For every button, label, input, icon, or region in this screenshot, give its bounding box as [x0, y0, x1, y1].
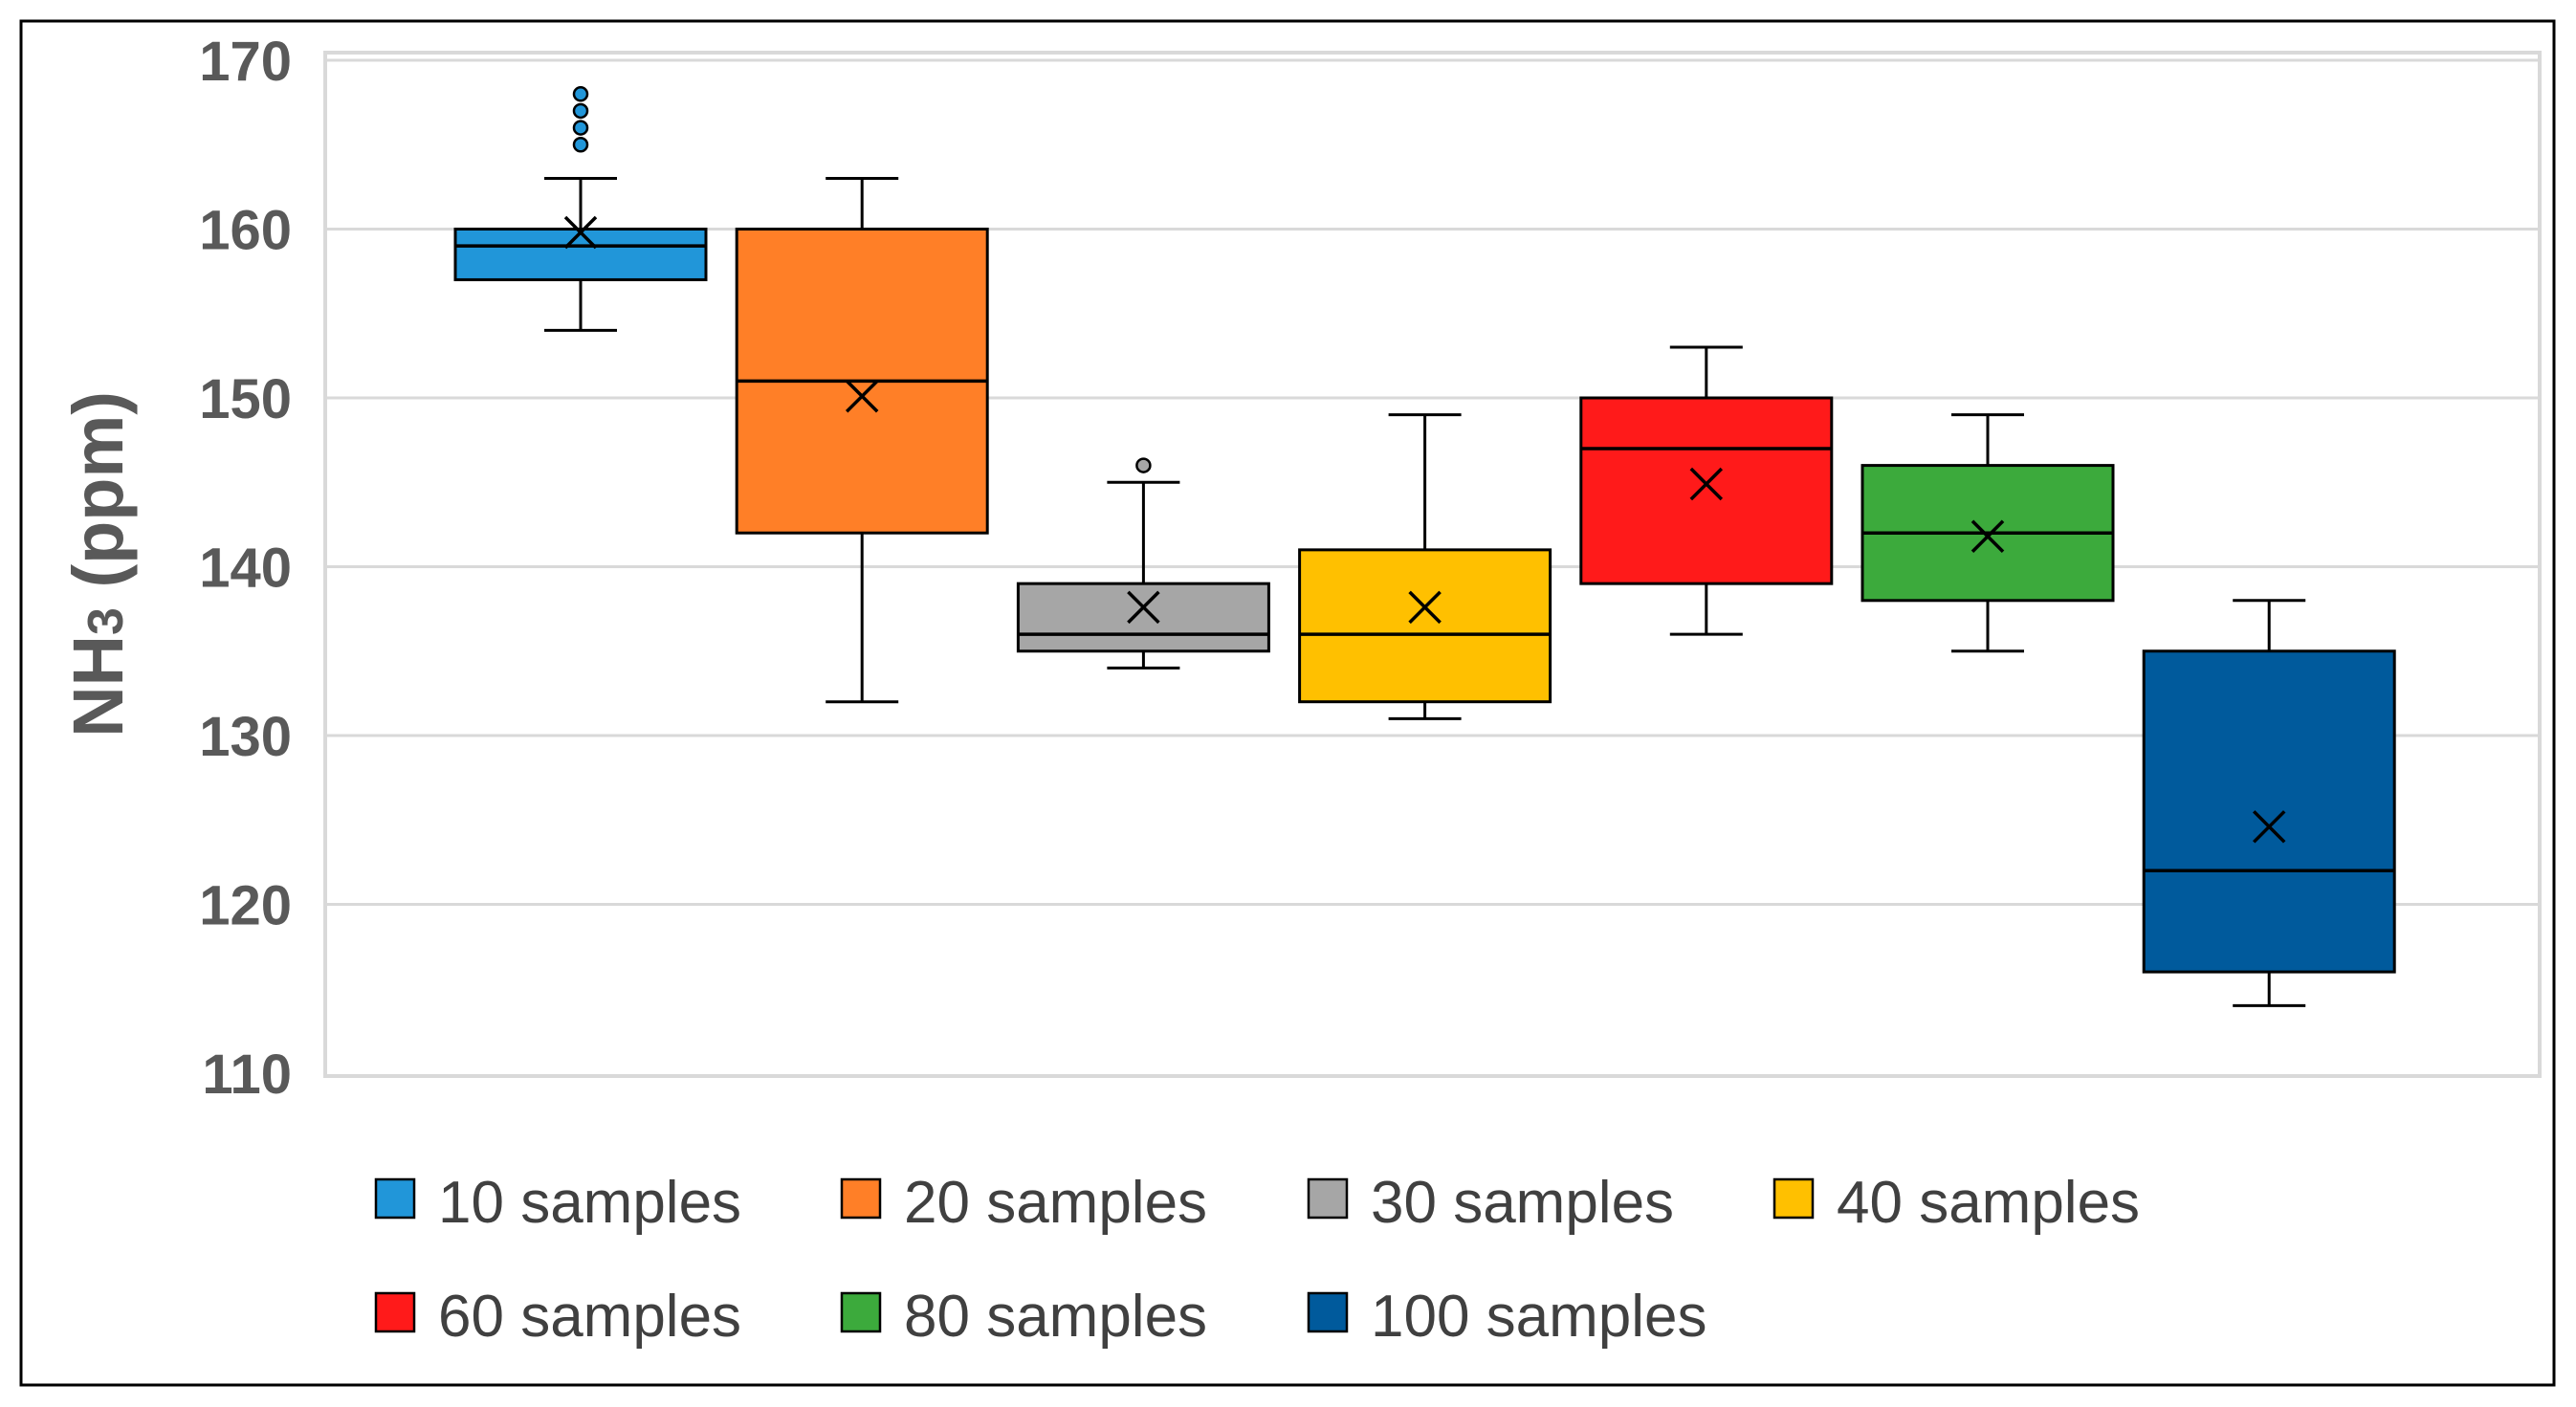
outlier-point: [572, 102, 589, 120]
legend-item: 20 samples: [840, 1170, 1207, 1236]
y-axis-label-units: (ppm): [58, 391, 138, 607]
box-group: [453, 86, 708, 332]
box-group: [1016, 457, 1270, 670]
mean-marker: [1408, 590, 1442, 625]
outlier-point: [572, 120, 589, 136]
y-axis-ticks: 110 120 130 140 150 160 170: [199, 31, 292, 1106]
iqr-box: [1016, 582, 1270, 653]
box-group: [1860, 413, 2115, 653]
iqr-box: [1298, 548, 1552, 704]
legend-swatch: [1307, 1177, 1349, 1220]
y-axis-label: NH3 (ppm): [58, 391, 138, 737]
legend-item: 40 samples: [1772, 1170, 2140, 1236]
y-tick-label: 130: [199, 706, 292, 768]
mean-marker: [2252, 810, 2286, 844]
iqr-box: [453, 228, 708, 281]
legend-label: 100 samples: [1371, 1284, 1707, 1350]
y-tick-label: 170: [199, 31, 292, 93]
box-group: [1298, 413, 1552, 720]
iqr-box: [1579, 396, 1834, 585]
legend-swatch: [374, 1177, 416, 1220]
legend-item: 60 samples: [374, 1284, 741, 1350]
legend-label: 20 samples: [904, 1170, 1207, 1236]
mean-marker: [563, 215, 598, 250]
legend-label: 80 samples: [904, 1284, 1207, 1350]
legend-label: 10 samples: [438, 1170, 741, 1236]
boxes: [453, 86, 2396, 1007]
legend-item: 100 samples: [1307, 1284, 1707, 1350]
legend-label: 60 samples: [438, 1284, 741, 1350]
mean-marker: [1971, 519, 2005, 553]
legend-swatch: [840, 1291, 882, 1333]
mean-marker: [845, 379, 879, 413]
y-tick-label: 160: [199, 200, 292, 262]
legend-label: 40 samples: [1837, 1170, 2140, 1236]
y-tick-label: 140: [199, 538, 292, 600]
legend-swatch: [374, 1291, 416, 1333]
chart-frame: [19, 19, 2556, 1387]
y-axis-label-main: NH: [58, 635, 138, 737]
outlier-point: [572, 86, 589, 102]
y-axis-label-subscript: 3: [78, 607, 134, 635]
mean-marker: [1689, 467, 1724, 501]
y-tick-label: 150: [199, 368, 292, 430]
outlier-point: [572, 137, 589, 153]
legend-item: 30 samples: [1307, 1170, 1674, 1236]
legend-swatch: [1307, 1291, 1349, 1333]
legend: 10 samples 20 samples 30 samples 40 samples…: [374, 1170, 2140, 1350]
legend-item: 10 samples: [374, 1170, 741, 1236]
mean-marker: [1127, 590, 1160, 625]
iqr-box: [2142, 649, 2396, 974]
legend-swatch: [840, 1177, 882, 1220]
box-group: [735, 177, 989, 704]
plot-area-border: [323, 51, 2542, 1078]
box-group: [2142, 599, 2396, 1007]
y-tick-label: 110: [202, 1044, 292, 1106]
legend-swatch: [1772, 1177, 1815, 1220]
y-tick-label: 120: [199, 875, 292, 937]
outlier-point: [1135, 457, 1152, 473]
legend-item: 80 samples: [840, 1284, 1207, 1350]
box-group: [1579, 345, 1834, 636]
legend-label: 30 samples: [1371, 1170, 1674, 1236]
